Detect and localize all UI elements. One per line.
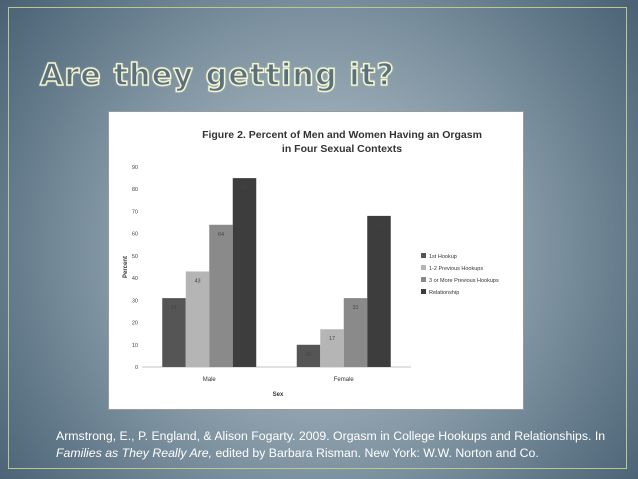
x-axis-categories: Male Female bbox=[203, 377, 355, 383]
chart-title-line1: Figure 2. Percent of Men and Women Havin… bbox=[202, 129, 482, 141]
legend-swatch-4 bbox=[421, 289, 426, 294]
citation-text-2: edited by Barbara Risman. New York: W.W.… bbox=[212, 446, 539, 460]
bar-male-series-3 bbox=[209, 224, 233, 367]
bar-female-series-4 bbox=[367, 215, 391, 367]
slide-frame bbox=[8, 7, 627, 469]
bar-male-series-2 bbox=[185, 271, 210, 367]
y-tick-label-0: 0 bbox=[135, 365, 138, 371]
bar-value-label-male-1: 31 bbox=[171, 305, 177, 311]
category-label-male: Male bbox=[203, 377, 217, 383]
bar-series: 31 43 64 85 10 17 31 68 bbox=[162, 178, 391, 367]
y-tick-label-60: 60 bbox=[132, 232, 138, 238]
slide-title: Are they getting it? bbox=[39, 57, 395, 94]
y-tick-label-80: 80 bbox=[132, 187, 138, 193]
legend-label-3: 3 or More Previous Hookups bbox=[429, 278, 499, 284]
bar-male-series-4 bbox=[232, 178, 257, 367]
bar-chart: Figure 2. Percent of Men and Women Havin… bbox=[123, 129, 499, 398]
y-tick-label-70: 70 bbox=[132, 209, 138, 215]
citation-book-title: Families as They Really Are, bbox=[56, 446, 213, 460]
bar-value-label-female-3: 31 bbox=[352, 305, 358, 311]
citation: Armstrong, E., P. England, & Alison Foga… bbox=[56, 428, 616, 462]
chart-panel: Figure 2. Percent of Men and Women Havin… bbox=[108, 111, 524, 410]
bar-value-label-male-2: 43 bbox=[194, 278, 200, 284]
y-tick-label-90: 90 bbox=[132, 165, 138, 171]
legend-label-1: 1st Hookup bbox=[429, 254, 457, 260]
legend-label-2: 1-2 Previous Hookups bbox=[429, 266, 483, 272]
bar-female-series-2 bbox=[320, 329, 344, 367]
bar-male-series-1 bbox=[162, 298, 186, 367]
bar-value-label-male-3: 64 bbox=[218, 232, 224, 238]
chart-legend: 1st Hookup 1-2 Previous Hookups 3 or More … bbox=[421, 253, 499, 296]
x-axis-label: Sex bbox=[273, 392, 284, 398]
legend-label-4: Relationship bbox=[429, 290, 459, 296]
y-tick-label-20: 20 bbox=[132, 321, 138, 327]
y-tick-label-30: 30 bbox=[132, 298, 138, 304]
y-tick-label-40: 40 bbox=[132, 276, 138, 282]
y-tick-label-10: 10 bbox=[132, 343, 138, 349]
legend-swatch-2 bbox=[421, 265, 426, 270]
legend-swatch-1 bbox=[421, 253, 426, 258]
y-tick-label-50: 50 bbox=[132, 254, 138, 260]
legend-swatch-3 bbox=[421, 277, 426, 282]
bar-value-label-female-1: 10 bbox=[305, 352, 311, 358]
y-axis-label: Percent bbox=[123, 256, 129, 278]
bar-value-label-female-4: 68 bbox=[376, 223, 382, 229]
bar-value-label-male-4: 85 bbox=[241, 185, 247, 191]
bar-female-series-3 bbox=[343, 298, 368, 367]
bar-value-label-female-2: 17 bbox=[329, 336, 335, 342]
bar-female-series-1 bbox=[296, 344, 321, 367]
chart-title-line2: in Four Sexual Contexts bbox=[282, 143, 402, 155]
category-label-female: Female bbox=[334, 377, 355, 383]
citation-text-1: Armstrong, E., P. England, & Alison Foga… bbox=[56, 429, 606, 443]
